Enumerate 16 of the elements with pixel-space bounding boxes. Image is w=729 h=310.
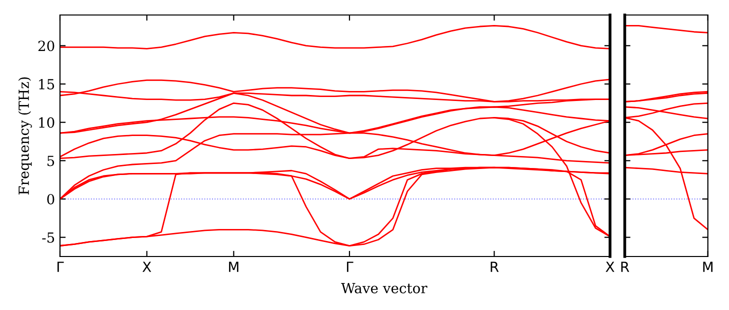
x-tick-label: R — [621, 262, 630, 272]
x-tick-label: X — [606, 262, 614, 272]
y-tick-label: -5 — [42, 232, 54, 243]
y-axis-title: Frequency (THz) — [18, 77, 32, 195]
y-tick-label: 0 — [47, 194, 54, 204]
y-tick-label: 10 — [39, 117, 54, 128]
x-tick-label: X — [142, 262, 152, 272]
y-tick-label: 20 — [38, 40, 54, 52]
x-tick-label: Γ — [346, 262, 354, 272]
x-tick-label: Γ — [57, 262, 64, 272]
y-tick-label: 5 — [47, 156, 54, 166]
x-tick-label: R — [490, 262, 499, 272]
y-tick-label: 15 — [39, 78, 54, 90]
x-axis-title: Wave vector — [341, 283, 428, 294]
x-tick-label: M — [703, 262, 712, 272]
x-tick-label: M — [229, 262, 238, 272]
